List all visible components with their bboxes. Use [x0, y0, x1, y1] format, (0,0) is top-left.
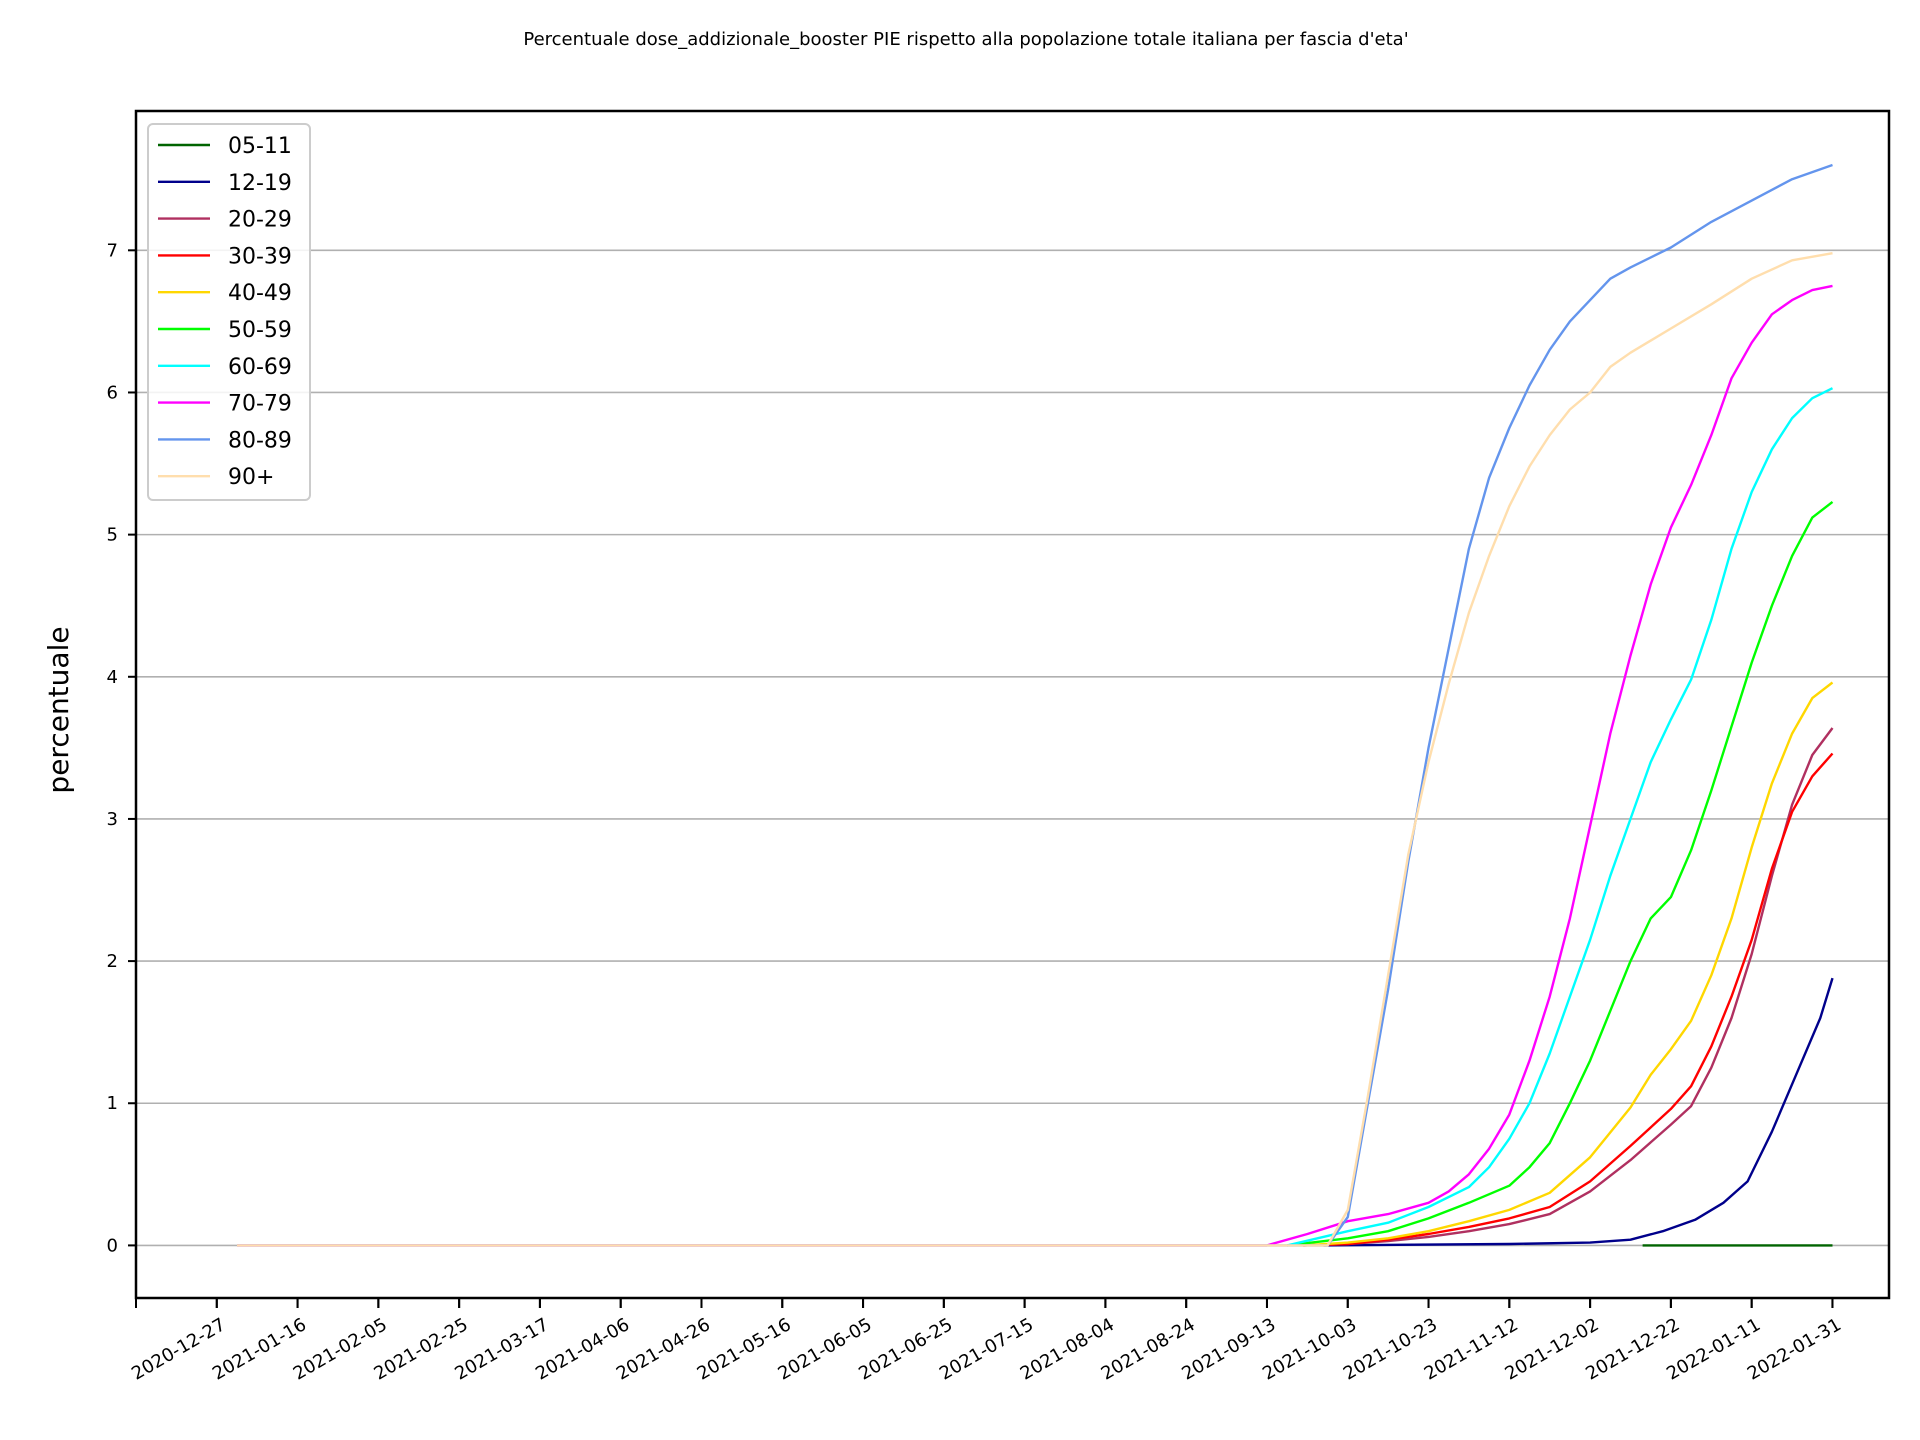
y-tick-label: 1 — [107, 1093, 118, 1114]
legend-label: 12-19 — [228, 171, 292, 196]
series-line-90+ — [237, 252, 1833, 1247]
legend: 05-11 12-19 20-29 30-39 40-49 50-59 60-69 70-79… — [147, 123, 311, 501]
plot-frame — [134, 109, 1891, 1300]
legend-label: 60-69 — [228, 355, 292, 380]
y-tick-label: 7 — [107, 240, 118, 261]
series-line-80-89 — [237, 163, 1833, 1247]
legend-label: 50-59 — [228, 318, 292, 343]
legend-label: 90+ — [228, 465, 274, 490]
y-axis-label: percentuale — [42, 626, 75, 793]
legend-label: 05-11 — [228, 134, 292, 159]
series-line-30-39 — [1303, 752, 1834, 1247]
legend-label: 20-29 — [228, 208, 292, 233]
x-axis-ticks: 2020-12-272021-01-162021-02-052021-02-25… — [128, 1298, 1845, 1385]
series-line-40-49 — [1303, 681, 1834, 1247]
y-axis-ticks: 0 1 2 3 4 5 6 7 — [107, 240, 136, 1256]
legend-label: 30-39 — [228, 244, 292, 269]
chart-title: Percentuale dose_addizionale_booster PIE… — [523, 29, 1408, 50]
y-tick-label: 5 — [107, 525, 118, 546]
series-line-70-79 — [237, 284, 1833, 1247]
series-line-12-19 — [1323, 977, 1834, 1247]
legend-label: 80-89 — [228, 428, 292, 453]
legend-label: 70-79 — [228, 392, 292, 417]
y-tick-label: 4 — [107, 667, 118, 688]
y-tick-label: 6 — [107, 382, 118, 403]
y-tick-label: 3 — [107, 809, 118, 830]
y-tick-label: 2 — [107, 951, 118, 972]
series-line-20-29 — [1303, 727, 1834, 1247]
y-tick-label: 0 — [107, 1235, 118, 1256]
series-lines — [237, 163, 1834, 1247]
series-line-50-59 — [1287, 500, 1834, 1247]
legend-label: 40-49 — [228, 281, 292, 306]
series-line-60-69 — [1286, 387, 1834, 1247]
gridlines — [136, 249, 1889, 1247]
